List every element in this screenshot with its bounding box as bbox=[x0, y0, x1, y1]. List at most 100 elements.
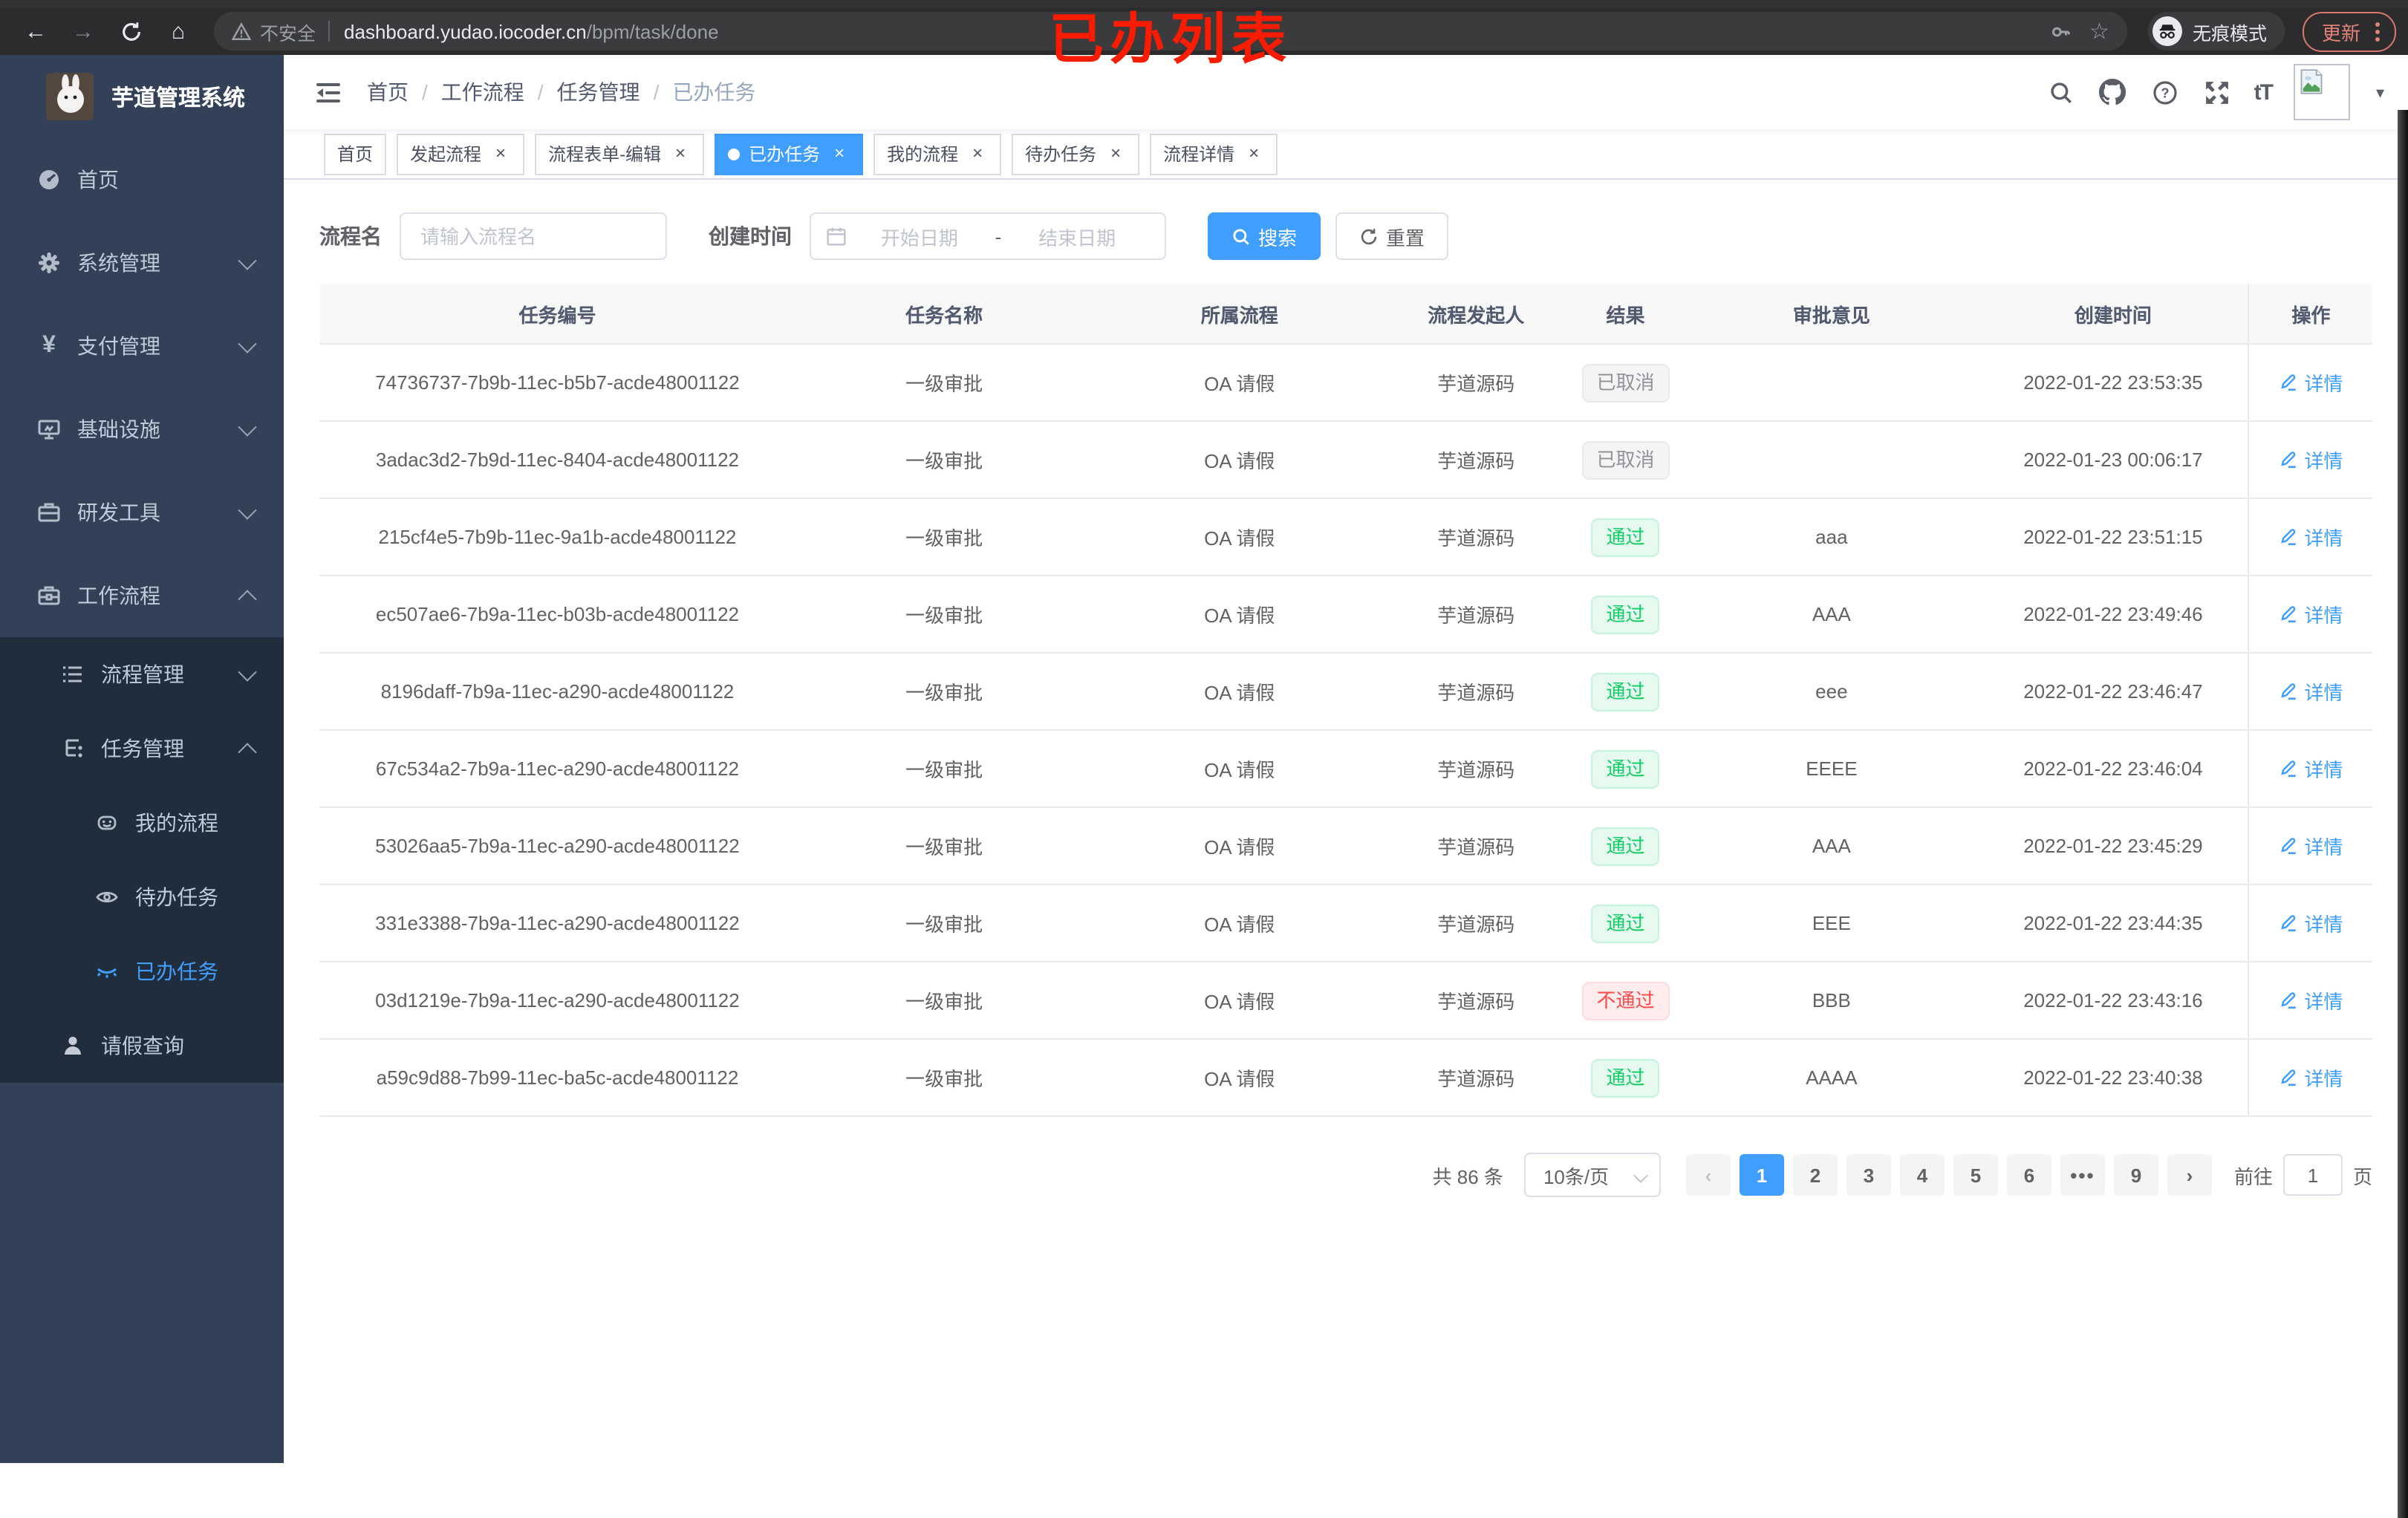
fullscreen-icon[interactable] bbox=[2202, 77, 2232, 107]
caret-down-icon[interactable]: ▾ bbox=[2375, 84, 2384, 102]
goto-page-input[interactable] bbox=[2282, 1154, 2343, 1196]
page-button[interactable]: 9 bbox=[2113, 1154, 2158, 1196]
close-icon[interactable]: × bbox=[1110, 142, 1122, 163]
prev-page-button[interactable]: ‹ bbox=[1685, 1154, 1731, 1196]
task-name-cell: 一级审批 bbox=[795, 885, 1093, 962]
page-button[interactable]: 3 bbox=[1846, 1154, 1891, 1196]
logo-image bbox=[46, 73, 94, 120]
actions-cell: 详情 bbox=[2248, 498, 2372, 576]
browser-reload-icon[interactable] bbox=[113, 13, 149, 49]
tab[interactable]: 发起流程 × bbox=[397, 133, 525, 175]
tab[interactable]: 流程详情 × bbox=[1150, 133, 1278, 175]
font-size-icon[interactable]: tT bbox=[2254, 79, 2274, 105]
sidebar-item-payment[interactable]: ¥ 支付管理 bbox=[0, 304, 284, 388]
sidebar-item-workflow[interactable]: 工作流程 bbox=[0, 554, 284, 637]
browser-update-button[interactable]: 更新 bbox=[2302, 11, 2396, 51]
sidebar-item-my-process[interactable]: 我的流程 bbox=[0, 786, 284, 860]
browser-forward-icon[interactable]: → bbox=[72, 19, 94, 44]
browser-back-icon[interactable]: ← bbox=[25, 19, 47, 44]
sidebar-item-done-tasks[interactable]: 已办任务 bbox=[0, 934, 284, 1009]
sidebar-item-devtools[interactable]: 研发工具 bbox=[0, 471, 284, 554]
process-name-input-field[interactable] bbox=[417, 224, 649, 249]
close-icon[interactable]: × bbox=[834, 142, 845, 163]
search-button[interactable]: 搜索 bbox=[1208, 212, 1321, 260]
comment-cell: BBB bbox=[1685, 962, 1979, 1040]
sidebar-item-task-management[interactable]: 任务管理 bbox=[0, 711, 284, 786]
task-name-cell: 一级审批 bbox=[795, 1039, 1093, 1117]
help-icon[interactable]: ? bbox=[2150, 77, 2180, 107]
key-icon[interactable] bbox=[2049, 20, 2072, 42]
page-size-select[interactable]: 10条/页 bbox=[1523, 1153, 1661, 1197]
search-icon[interactable] bbox=[2046, 77, 2076, 107]
actions-cell: 详情 bbox=[2248, 576, 2372, 654]
result-badge: 通过 bbox=[1591, 749, 1660, 788]
sidebar-item-process-management[interactable]: 流程管理 bbox=[0, 637, 284, 711]
browser-scrollbar[interactable] bbox=[2398, 110, 2408, 1518]
detail-link-label: 详情 bbox=[2304, 1068, 2343, 1090]
tab[interactable]: 待办任务 × bbox=[1012, 133, 1140, 175]
sidebar-item-label: 请假查询 bbox=[101, 1034, 184, 1058]
page-number: 2 bbox=[1809, 1164, 1821, 1186]
close-icon[interactable]: × bbox=[1249, 142, 1260, 163]
col-process: 所属流程 bbox=[1093, 284, 1387, 345]
github-icon[interactable] bbox=[2098, 77, 2128, 107]
page-button[interactable]: 5 bbox=[1953, 1154, 1998, 1196]
table-row: 03d1219e-7b9a-11ec-a290-acde48001122 一级审… bbox=[319, 962, 2372, 1040]
detail-link[interactable]: 详情 bbox=[2279, 446, 2343, 474]
detail-link[interactable]: 详情 bbox=[2279, 986, 2343, 1014]
page-button[interactable]: ••• bbox=[2060, 1154, 2105, 1196]
result-cell: 通过 bbox=[1566, 576, 1685, 654]
close-icon[interactable]: × bbox=[495, 142, 507, 163]
page-size-value: 10条/页 bbox=[1543, 1165, 1610, 1188]
detail-link[interactable]: 详情 bbox=[2279, 368, 2343, 397]
starter-cell: 芋道源码 bbox=[1386, 421, 1566, 499]
sidebar-item-system[interactable]: 系统管理 bbox=[0, 221, 284, 304]
tab[interactable]: 首页 bbox=[324, 133, 387, 175]
process-name-label: 流程名 bbox=[319, 224, 382, 248]
detail-link[interactable]: 详情 bbox=[2279, 1063, 2343, 1092]
incognito-label: 无痕模式 bbox=[2192, 23, 2267, 44]
tab[interactable]: 流程表单-编辑 × bbox=[535, 133, 705, 175]
next-page-button[interactable]: › bbox=[2167, 1154, 2212, 1196]
detail-link-label: 详情 bbox=[2304, 450, 2343, 472]
result-badge: 通过 bbox=[1591, 595, 1660, 633]
close-icon[interactable]: × bbox=[675, 142, 686, 163]
sidebar-item-todo-tasks[interactable]: 待办任务 bbox=[0, 860, 284, 934]
tab[interactable]: 我的流程 × bbox=[873, 133, 1002, 175]
page-button[interactable]: 6 bbox=[2006, 1154, 2051, 1196]
address-bar[interactable]: 不安全 dashboard.yudao.iocoder.cn /bpm/task… bbox=[214, 12, 2127, 51]
browser-home-icon[interactable]: ⌂ bbox=[171, 19, 186, 44]
avatar[interactable] bbox=[2294, 64, 2351, 120]
sidebar-item-home[interactable]: 首页 bbox=[0, 138, 284, 221]
detail-link[interactable]: 详情 bbox=[2279, 677, 2343, 706]
result-cell: 不通过 bbox=[1566, 962, 1685, 1040]
page-button[interactable]: 1 bbox=[1739, 1154, 1784, 1196]
browser-menu-icon[interactable] bbox=[2372, 22, 2383, 41]
detail-link[interactable]: 详情 bbox=[2279, 832, 2343, 860]
process-cell: OA 请假 bbox=[1093, 885, 1387, 962]
date-range-picker[interactable]: 开始日期 - 结束日期 bbox=[810, 212, 1166, 260]
bookmark-star-icon[interactable]: ☆ bbox=[2089, 19, 2109, 44]
page-button[interactable]: 4 bbox=[1899, 1154, 1945, 1196]
detail-link[interactable]: 详情 bbox=[2279, 909, 2343, 937]
breadcrumb-home[interactable]: 首页 bbox=[367, 80, 409, 104]
sidebar-item-label: 待办任务 bbox=[135, 885, 218, 909]
breadcrumb-workflow[interactable]: 工作流程 bbox=[440, 80, 524, 104]
start-date-placeholder: 开始日期 bbox=[880, 227, 958, 249]
close-icon[interactable]: × bbox=[972, 142, 983, 163]
sidebar-toggle-icon[interactable] bbox=[313, 77, 343, 107]
tab[interactable]: 已办任务 × bbox=[715, 133, 864, 175]
process-name-input[interactable] bbox=[400, 212, 667, 260]
detail-link[interactable]: 详情 bbox=[2279, 600, 2343, 628]
breadcrumb-task-management[interactable]: 任务管理 bbox=[556, 80, 640, 104]
actions-cell: 详情 bbox=[2248, 421, 2372, 499]
logo[interactable]: 芋道管理系统 bbox=[0, 55, 284, 138]
detail-link[interactable]: 详情 bbox=[2279, 755, 2343, 783]
sidebar-item-infrastructure[interactable]: 基础设施 bbox=[0, 388, 284, 471]
page-button[interactable]: 2 bbox=[1792, 1154, 1838, 1196]
detail-link[interactable]: 详情 bbox=[2279, 523, 2343, 551]
process-cell: OA 请假 bbox=[1093, 653, 1387, 731]
reset-button[interactable]: 重置 bbox=[1335, 212, 1449, 260]
tab-label: 首页 bbox=[337, 144, 374, 165]
sidebar-item-leave-query[interactable]: 请假查询 bbox=[0, 1009, 284, 1083]
